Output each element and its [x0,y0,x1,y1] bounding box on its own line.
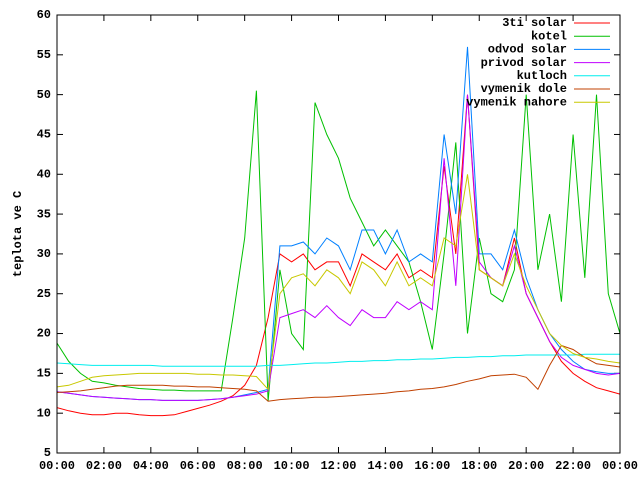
x-tick-label: 00:00 [602,459,638,473]
y-tick-label: 40 [37,167,51,181]
y-tick-label: 35 [37,207,51,221]
x-tick-label: 04:00 [133,459,169,473]
legend-label: kotel [531,29,567,43]
legend-label: kutloch [517,69,567,83]
x-tick-label: 14:00 [367,459,403,473]
y-tick-label: 45 [37,128,51,142]
x-tick-label: 10:00 [274,459,310,473]
y-tick-label: 15 [37,367,51,381]
x-tick-label: 00:00 [39,459,75,473]
legend-label: privod solar [481,56,567,70]
legend-label: 3ti solar [502,16,567,30]
x-tick-label: 02:00 [86,459,122,473]
y-tick-label: 5 [44,446,51,460]
data-line [56,344,621,402]
data-line [56,174,621,391]
legend-label: vymenik dole [481,82,567,96]
data-line [56,90,621,402]
x-tick-label: 16:00 [414,459,450,473]
y-tick-label: 60 [37,8,51,22]
y-tick-label: 25 [37,287,51,301]
data-line [56,94,621,401]
legend-label: odvod solar [488,43,567,57]
y-tick-label: 30 [37,247,51,261]
y-tick-label: 10 [37,406,51,420]
plot-border [56,14,621,454]
y-tick-label: 55 [37,48,51,62]
x-tick-label: 12:00 [320,459,356,473]
y-tick-label: 20 [37,327,51,341]
x-tick-label: 06:00 [180,459,216,473]
x-tick-label: 18:00 [461,459,497,473]
y-axis-label: teplota ve C [11,191,25,277]
legend-label: vymenik nahore [466,95,567,109]
data-line [56,353,620,367]
x-tick-label: 08:00 [227,459,263,473]
y-tick-label: 50 [37,88,51,102]
x-tick-label: 22:00 [555,459,591,473]
x-tick-label: 20:00 [508,459,544,473]
